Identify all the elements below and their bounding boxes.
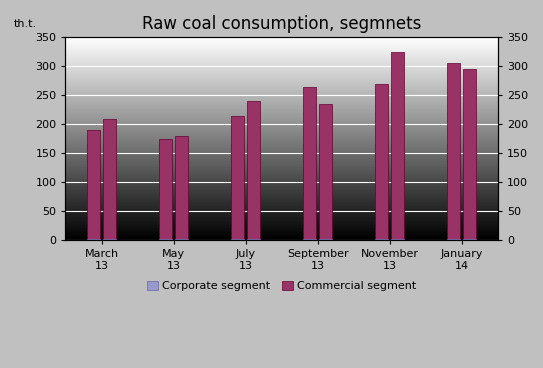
Bar xyxy=(103,239,116,240)
Bar xyxy=(391,52,404,240)
Text: th.t.: th.t. xyxy=(14,19,37,29)
Bar xyxy=(231,116,244,240)
Bar xyxy=(447,239,460,240)
Bar xyxy=(159,239,172,240)
Bar xyxy=(159,139,172,240)
Bar xyxy=(304,239,316,240)
Bar xyxy=(447,63,460,240)
Bar xyxy=(319,104,332,240)
Title: Raw coal consumption, segmnets: Raw coal consumption, segmnets xyxy=(142,15,421,33)
Bar xyxy=(87,130,100,240)
Bar xyxy=(375,239,388,240)
Bar xyxy=(103,118,116,240)
Bar xyxy=(87,239,100,240)
Bar xyxy=(175,136,188,240)
Bar xyxy=(463,69,476,240)
Bar xyxy=(319,239,332,240)
Bar xyxy=(247,101,260,240)
Legend: Corporate segment, Commercial segment: Corporate segment, Commercial segment xyxy=(142,277,421,296)
Bar xyxy=(391,239,404,240)
Bar xyxy=(247,239,260,240)
Bar xyxy=(175,239,188,240)
Bar xyxy=(375,84,388,240)
Bar xyxy=(463,239,476,240)
Bar xyxy=(304,86,316,240)
Bar xyxy=(231,239,244,240)
